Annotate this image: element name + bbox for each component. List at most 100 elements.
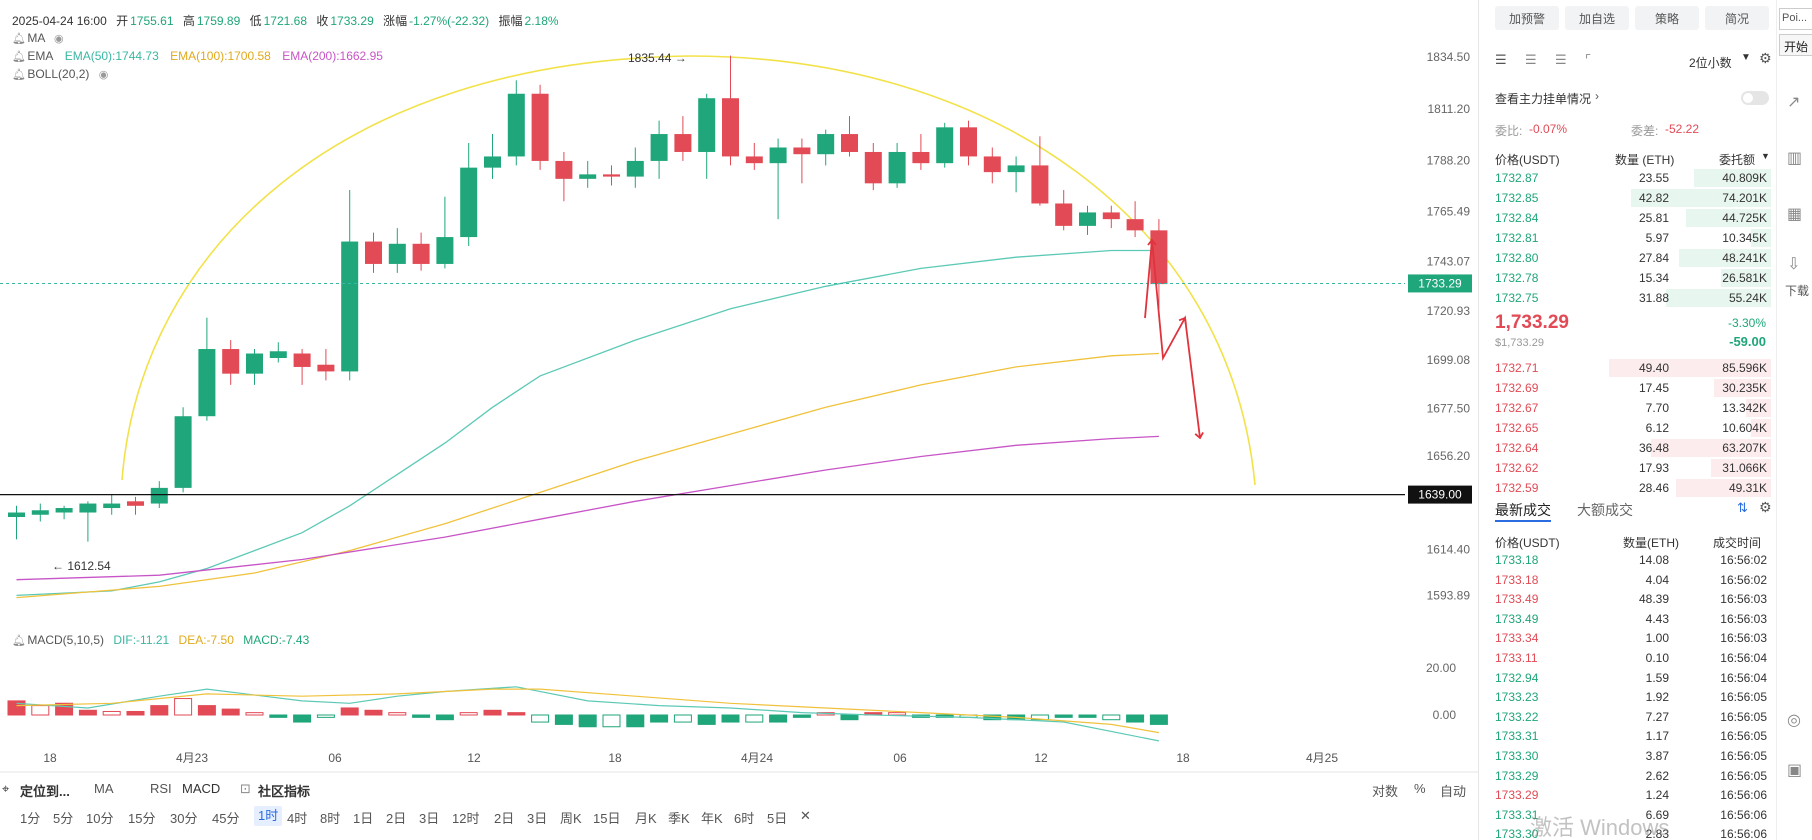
poi-input[interactable]: Poi... [1779, 8, 1812, 30]
ema-indicator-row[interactable]: 🔔︎ EMA EMA(50):1744.73 EMA(100):1700.58 … [12, 49, 383, 63]
macd-label[interactable]: MACD(5,10,5) [27, 633, 105, 647]
gear-icon[interactable]: ⚙ [1759, 499, 1772, 515]
trade-qty: 1.17 [1645, 729, 1669, 744]
timeframe-20[interactable]: 6时 [734, 811, 755, 826]
ask-row[interactable]: 1732.84 25.81 44.725K [1479, 208, 1777, 228]
timeframe-4[interactable]: 30分 [170, 811, 198, 826]
start-button[interactable]: 开始 [1779, 34, 1812, 56]
view-depth-icon[interactable]: ⌜ [1585, 52, 1592, 67]
timeframe-8[interactable]: 8时 [320, 811, 341, 826]
download-label[interactable]: 下载 [1785, 284, 1810, 298]
decimals-select[interactable]: 2位小数 [1689, 56, 1732, 70]
timeframe-21[interactable]: 5日 [767, 811, 788, 826]
calendar-icon[interactable]: ▦ [1787, 206, 1803, 223]
bell-icon[interactable]: 🔔︎ [12, 635, 26, 647]
ask-total: 55.24K [1728, 291, 1767, 305]
bid-row[interactable]: 1732.71 49.40 85.596K [1479, 358, 1777, 378]
tab-large-trades[interactable]: 大额成交 [1577, 502, 1633, 518]
ma-button[interactable]: MA [94, 781, 114, 796]
ask-price: 1732.84 [1495, 211, 1539, 225]
headset-icon[interactable]: ◎ [1787, 712, 1801, 729]
bid-row[interactable]: 1732.67 7.70 13.342K [1479, 398, 1777, 418]
col-total[interactable]: 委托额 [1719, 153, 1756, 167]
view-asks-icon[interactable]: ☰ [1525, 52, 1537, 67]
timeframe-13[interactable]: 2日 [494, 811, 515, 826]
bid-row[interactable]: 1732.59 28.46 49.31K [1479, 478, 1777, 498]
timeframe-1[interactable]: 5分 [53, 811, 74, 826]
ma-indicator-row[interactable]: 🔔︎ MA ◉ [12, 31, 64, 45]
timeframe-16[interactable]: 15日 [593, 811, 621, 826]
timeframe-6[interactable]: 1时 [254, 806, 283, 826]
boll-label[interactable]: BOLL(20,2) [27, 67, 90, 81]
ask-row[interactable]: 1732.85 42.82 74.201K [1479, 188, 1777, 208]
community-indicators-button[interactable]: 社区指标 [258, 784, 311, 799]
ask-row[interactable]: 1732.75 31.88 55.24K [1479, 288, 1777, 308]
caret-down-icon[interactable]: ▼ [1761, 151, 1770, 161]
download-icon[interactable]: ⇩ [1787, 256, 1801, 273]
trend-icon[interactable]: ↗ [1787, 94, 1801, 111]
eye-icon[interactable]: ◉ [54, 33, 64, 45]
kline-chart[interactable]: 1834.50 1811.20 1788.20 1765.49 1743.07 1720.… [0, 0, 1478, 840]
bid-row[interactable]: 1732.69 17.45 30.235K [1479, 378, 1777, 398]
ask-row[interactable]: 1732.78 15.34 26.581K [1479, 268, 1777, 288]
filter-icon[interactable]: ⇅ [1737, 500, 1748, 515]
gear-icon[interactable]: ⚙ [1759, 50, 1772, 66]
main-orders-link[interactable]: 查看主力挂单情况 [1495, 92, 1592, 106]
bell-icon[interactable]: 🔔︎ [12, 33, 26, 45]
ask-row[interactable]: 1732.81 5.97 10.345K [1479, 228, 1777, 248]
add-alert-button[interactable]: 加预警 [1495, 6, 1559, 30]
x-tick-label: 18 [608, 751, 622, 765]
macd-button[interactable]: MACD [182, 781, 221, 796]
timeframe-0[interactable]: 1分 [20, 811, 41, 826]
timeframe-14[interactable]: 3日 [527, 811, 548, 826]
log-scale-button[interactable]: 对数 [1372, 784, 1399, 799]
bid-row[interactable]: 1732.65 6.12 10.604K [1479, 418, 1777, 438]
timeframe-11[interactable]: 3日 [419, 811, 440, 826]
trade-price: 1733.23 [1495, 690, 1539, 705]
book-icon[interactable]: ▥ [1787, 150, 1803, 167]
rsi-button[interactable]: RSI [150, 781, 172, 796]
timeframe-18[interactable]: 季K [668, 811, 690, 826]
chevron-right-icon[interactable]: › [1595, 89, 1599, 103]
timeframe-19[interactable]: 年K [701, 811, 723, 826]
timeframe-7[interactable]: 4时 [287, 811, 308, 826]
ema-label[interactable]: EMA [27, 49, 54, 63]
bid-depth-bar [1746, 399, 1771, 417]
community-icon[interactable]: ⊡ [240, 781, 251, 796]
view-both-icon[interactable]: ☰ [1495, 52, 1507, 67]
bell-icon[interactable]: 🔔︎ [12, 69, 26, 81]
timeframe-15[interactable]: 周K [560, 811, 582, 826]
timeframe-2[interactable]: 10分 [86, 811, 114, 826]
add-watchlist-button[interactable]: 加自选 [1565, 6, 1629, 30]
bell-icon[interactable]: 🔔︎ [12, 51, 26, 63]
chart-area[interactable]: 1834.50 1811.20 1788.20 1765.49 1743.07 1720.… [0, 0, 1478, 840]
ask-row[interactable]: 1732.80 27.84 48.241K [1479, 248, 1777, 268]
info-change-label: 涨幅 [383, 14, 408, 28]
auto-scale-button[interactable]: 自动 [1440, 784, 1467, 799]
ask-row[interactable]: 1732.87 23.55 40.809K [1479, 168, 1777, 188]
grid-icon[interactable]: ▣ [1787, 762, 1803, 779]
view-bids-icon[interactable]: ☰ [1555, 52, 1567, 67]
timeframe-22[interactable]: ✕ [800, 808, 811, 823]
ma-label[interactable]: MA [27, 31, 45, 45]
overview-button[interactable]: 简况 [1705, 6, 1769, 30]
timeframe-5[interactable]: 45分 [212, 811, 240, 826]
boll-indicator-row[interactable]: 🔔︎ BOLL(20,2) ◉ [12, 67, 108, 81]
eye-icon[interactable]: ◉ [98, 69, 109, 81]
timeframe-12[interactable]: 12时 [452, 811, 480, 826]
strategy-button[interactable]: 策略 [1635, 6, 1699, 30]
percent-scale-button[interactable]: % [1414, 781, 1426, 796]
bid-row[interactable]: 1732.62 17.93 31.066K [1479, 458, 1777, 478]
timeframe-3[interactable]: 15分 [128, 811, 156, 826]
candle-body [460, 167, 478, 238]
macd-indicator-row[interactable]: 🔔︎ MACD(5,10,5) DIF:-11.21 DEA:-7.50 MAC… [12, 633, 309, 647]
timeframe-10[interactable]: 2日 [386, 811, 407, 826]
locate-icon[interactable]: ⌖ [2, 781, 10, 796]
locate-button[interactable]: 定位到... [20, 784, 70, 799]
bid-row[interactable]: 1732.64 36.48 63.207K [1479, 438, 1777, 458]
tab-latest-trades[interactable]: 最新成交 [1495, 502, 1551, 518]
timeframe-17[interactable]: 月K [635, 811, 657, 826]
chevron-down-icon[interactable]: ▼ [1741, 52, 1751, 63]
main-orders-toggle[interactable] [1741, 91, 1769, 105]
timeframe-9[interactable]: 1日 [353, 811, 374, 826]
